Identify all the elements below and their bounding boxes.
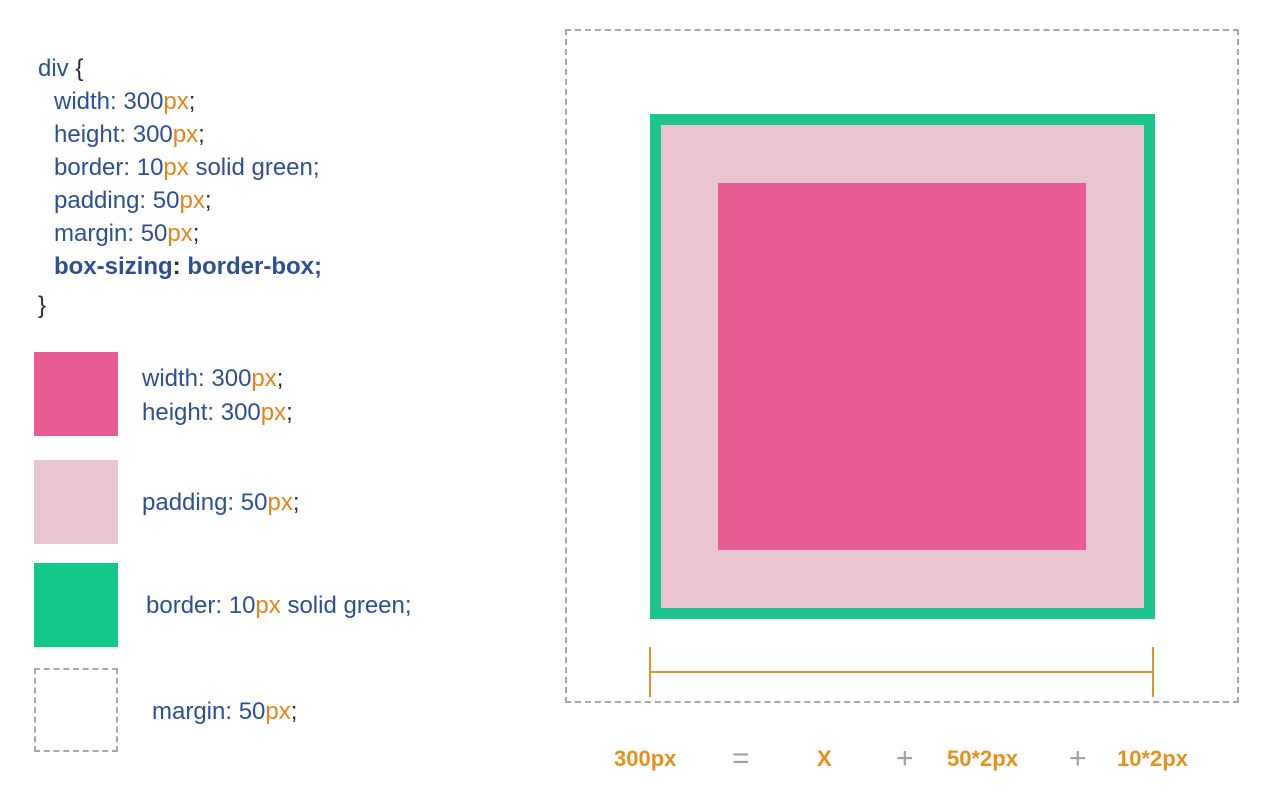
equation-border: 10*2px <box>1117 746 1188 771</box>
code-selector-line: div { <box>38 52 322 85</box>
legend-border-swatch <box>34 563 118 647</box>
legend-content-swatch <box>34 352 118 436</box>
legend-margin-swatch <box>34 668 118 752</box>
legend-content-label: width: 300px; height: 300px; <box>142 362 293 430</box>
code-line-width: width: 300px; <box>54 88 196 115</box>
legend-border-label: border: 10px solid green; <box>146 592 412 619</box>
code-line-height: height: 300px; <box>54 121 205 148</box>
equation-equals: = <box>732 742 750 775</box>
legend-content-width: width: 300px; <box>142 365 284 392</box>
legend-content-height: height: 300px; <box>142 399 293 426</box>
dimension-line <box>649 647 1154 697</box>
code-open-brace: { <box>75 55 84 82</box>
legend-padding-label: padding: 50px; <box>142 489 300 516</box>
diagram-margin-area <box>565 29 1239 703</box>
equation-total: 300px <box>614 746 677 771</box>
equation-content: X <box>817 746 832 771</box>
equation-plus-1: + <box>896 742 914 775</box>
code-line-border: border: 10px solid green; <box>54 154 320 181</box>
code-selector: div <box>38 55 69 82</box>
css-code-block: div { width: 300px; height: 300px; borde… <box>38 52 322 322</box>
diagram-content-area <box>718 183 1086 550</box>
legend-padding-swatch <box>34 460 118 544</box>
code-close-brace: } <box>38 292 47 319</box>
code-line-box-sizing: box-sizing: border-box; <box>54 253 323 280</box>
equation-padding: 50*2px <box>947 746 1018 771</box>
code-line-padding: padding: 50px; <box>54 187 212 214</box>
equation-plus-2: + <box>1069 742 1087 775</box>
legend-margin-label: margin: 50px; <box>152 698 298 725</box>
code-line-margin: margin: 50px; <box>54 220 200 247</box>
